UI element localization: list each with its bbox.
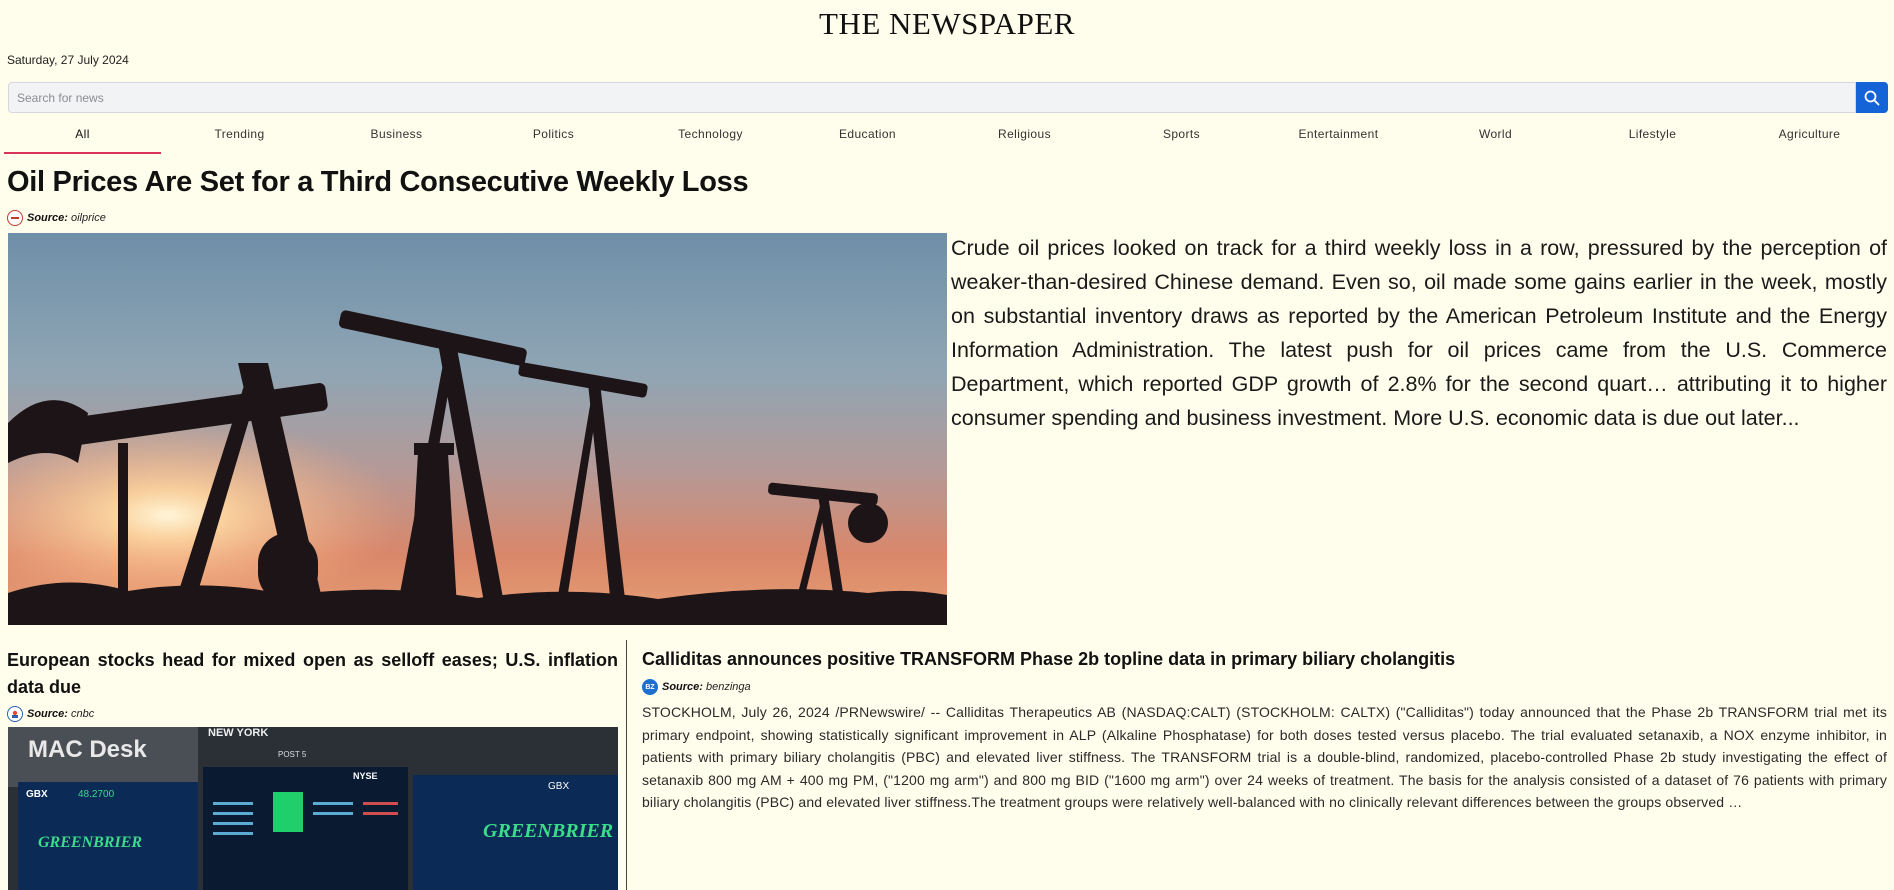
category-tabs: All Trending Business Politics Technolog… bbox=[4, 122, 1888, 154]
benzinga-logo-icon: BZ bbox=[642, 679, 658, 695]
story-right-headline[interactable]: Calliditas announces positive TRANSFORM … bbox=[642, 649, 1456, 669]
search-icon bbox=[1864, 90, 1880, 105]
tab-all[interactable]: All bbox=[4, 122, 161, 154]
source-label: Source: bbox=[662, 681, 703, 693]
cnbc-logo-icon bbox=[7, 706, 23, 722]
post-sign-text: POST 5 bbox=[278, 750, 307, 759]
svg-text:GREENBRIER: GREENBRIER bbox=[483, 820, 613, 842]
story-left-source: Source: cnbc bbox=[7, 706, 94, 722]
svg-text:GBX: GBX bbox=[548, 781, 569, 792]
story-left-image-trading-floor[interactable]: MAC Desk NEW YORK POST 5 GBX 48.2700 GRE… bbox=[8, 727, 618, 890]
lead-source: Source: oilprice bbox=[7, 210, 106, 226]
street-sign-text: NEW YORK bbox=[208, 727, 268, 739]
tab-lifestyle[interactable]: Lifestyle bbox=[1628, 127, 1677, 141]
lead-summary: Crude oil prices looked on track for a t… bbox=[951, 236, 1887, 430]
tab-agriculture[interactable]: Agriculture bbox=[1778, 127, 1841, 141]
story-right-body: STOCKHOLM, July 26, 2024 /PRNewswire/ --… bbox=[642, 704, 1887, 810]
search-button[interactable] bbox=[1856, 82, 1888, 113]
ticker-text: GBX bbox=[26, 789, 48, 800]
tab-entertainment[interactable]: Entertainment bbox=[1298, 127, 1379, 141]
source-label: Source: bbox=[27, 708, 68, 720]
current-date: Saturday, 27 July 2024 bbox=[7, 53, 129, 67]
exchange-text: NYSE bbox=[353, 771, 378, 781]
story-right-source: BZ Source: benzinga bbox=[642, 679, 751, 695]
column-divider bbox=[626, 640, 627, 890]
tab-business[interactable]: Business bbox=[370, 127, 423, 141]
source-name: oilprice bbox=[70, 212, 106, 224]
tab-world[interactable]: World bbox=[1478, 127, 1513, 141]
source-name: cnbc bbox=[70, 708, 95, 720]
lead-headline[interactable]: Oil Prices Are Set for a Third Consecuti… bbox=[7, 166, 749, 198]
tab-trending[interactable]: Trending bbox=[214, 127, 265, 141]
company-logo-text: GREENBRIER bbox=[38, 834, 142, 851]
oilprice-logo-icon bbox=[7, 210, 23, 226]
tab-technology[interactable]: Technology bbox=[678, 127, 743, 141]
tab-politics[interactable]: Politics bbox=[532, 127, 575, 141]
lead-image-oil-pumpjacks[interactable] bbox=[8, 233, 947, 625]
masthead-title[interactable]: THE NEWSPAPER bbox=[819, 6, 1075, 41]
story-left-headline[interactable]: European stocks head for mixed open as s… bbox=[7, 650, 618, 697]
tab-religious[interactable]: Religious bbox=[998, 127, 1051, 141]
source-label: Source: bbox=[27, 212, 68, 224]
search-input[interactable] bbox=[8, 82, 1856, 113]
tab-sports[interactable]: Sports bbox=[1162, 127, 1201, 141]
price-text: 48.2700 bbox=[78, 789, 115, 800]
source-name: benzinga bbox=[705, 681, 751, 693]
tab-education[interactable]: Education bbox=[839, 127, 896, 141]
desk-sign-text: MAC Desk bbox=[28, 736, 147, 763]
